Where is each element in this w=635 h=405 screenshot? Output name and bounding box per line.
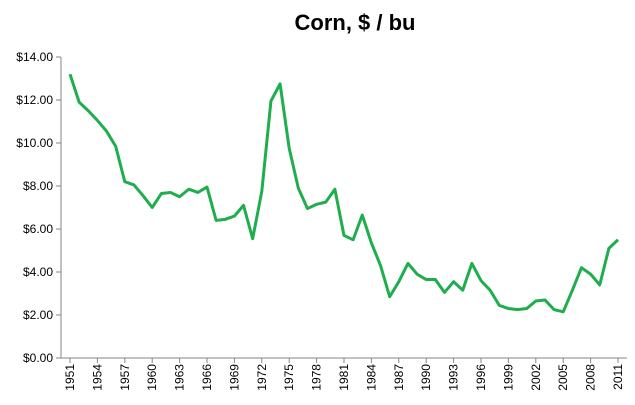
x-tick-label: 1987 <box>392 364 406 391</box>
data-line <box>68 73 620 314</box>
x-tick-label: 2005 <box>556 364 570 391</box>
chart-title: Corn, $ / bu <box>295 10 416 35</box>
x-tick-label: 2002 <box>529 364 543 391</box>
x-tick-label: 1990 <box>419 364 433 391</box>
x-tick-label: 1963 <box>173 364 187 391</box>
x-tick-label: 1996 <box>474 364 488 391</box>
x-tick-label: 1951 <box>63 364 77 391</box>
y-tick-label: $0.00 <box>23 351 53 365</box>
x-tick-label: 2008 <box>584 364 598 391</box>
x-tick-label: 1978 <box>310 364 324 391</box>
x-tick-label: 1984 <box>364 364 378 391</box>
x-tick-label: 1975 <box>282 364 296 391</box>
x-tick-label: 2011 <box>611 364 625 390</box>
x-tick-label: 1972 <box>255 364 269 391</box>
x-tick-label: 1993 <box>447 364 461 391</box>
y-tick-label: $6.00 <box>23 222 53 236</box>
y-tick-label: $2.00 <box>23 308 53 322</box>
y-tick-label: $12.00 <box>16 93 53 107</box>
x-tick-label: 1969 <box>227 364 241 391</box>
y-tick-label: $4.00 <box>23 265 53 279</box>
y-tick-label: $8.00 <box>23 179 53 193</box>
y-tick-label: $14.00 <box>16 50 53 64</box>
x-tick-label: 1981 <box>337 364 351 391</box>
x-tick-label: 1960 <box>145 364 159 391</box>
x-tick-label: 1954 <box>90 364 104 391</box>
x-tick-label: 1999 <box>501 364 515 391</box>
y-tick-label: $10.00 <box>16 136 53 150</box>
x-tick-label: 1957 <box>118 364 132 391</box>
x-tick-label: 1966 <box>200 364 214 391</box>
